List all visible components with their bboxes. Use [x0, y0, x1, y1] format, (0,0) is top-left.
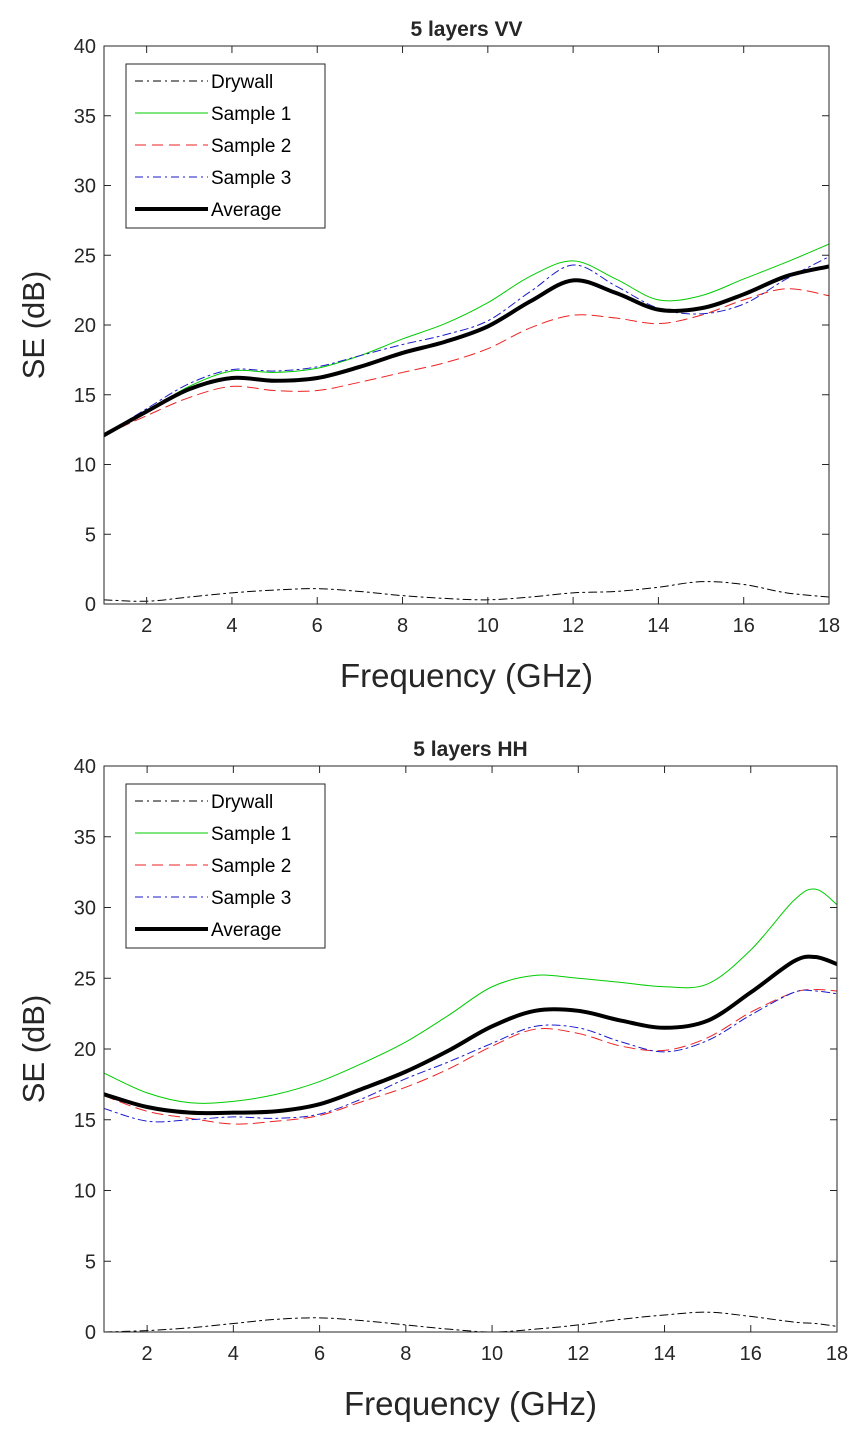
y-tick-label: 30 [74, 898, 96, 920]
chart-title: 5 layers HH [413, 738, 527, 761]
y-tick-label: 30 [74, 176, 96, 198]
series-group [104, 243, 829, 602]
y-tick-label: 35 [74, 106, 96, 128]
x-tick-label: 16 [733, 615, 755, 637]
legend-entry-label: Average [211, 920, 281, 941]
legend: Drywall Sample 1 Sample 2 Sample 3 Average [125, 63, 326, 229]
y-tick-label: 25 [74, 968, 96, 990]
series-line-average [104, 264, 829, 438]
legend-entry-label: Drywall [211, 72, 273, 93]
chart-panel-1: 5 layers VV 2 4 6 8 10 12 14 16 18 0 5 10 15 20 25 30 35 4… [16, 18, 840, 694]
x-tick-label: 2 [141, 615, 152, 637]
x-tick-label: 14 [653, 1343, 675, 1365]
y-tick-label: 0 [85, 594, 96, 616]
x-tick-label: 10 [477, 615, 499, 637]
y-tick-label: 40 [74, 36, 96, 58]
series-line-drywall [104, 581, 829, 602]
x-tick-label: 16 [740, 1343, 762, 1365]
y-tick-label: 0 [85, 1322, 96, 1344]
legend-entry-label: Sample 2 [211, 856, 291, 877]
x-tick-label: 6 [312, 615, 323, 637]
series-line-sample-2 [104, 989, 837, 1125]
y-tick-label: 20 [74, 1039, 96, 1061]
x-tick-label: 18 [818, 615, 840, 637]
series-line-drywall [104, 1311, 837, 1332]
y-tick-label: 15 [74, 385, 96, 407]
y-tick-label: 10 [74, 455, 96, 477]
x-axis-label: Frequency (GHz) [344, 1385, 597, 1422]
legend-box [125, 63, 326, 229]
y-tick-label: 5 [85, 524, 96, 546]
x-tick-label: 14 [647, 615, 669, 637]
series-line-sample-1 [104, 243, 829, 436]
y-axis-label: SE (dB) [16, 995, 51, 1104]
legend-entry-label: Sample 1 [211, 104, 291, 125]
x-tick-label: 2 [142, 1343, 153, 1365]
chart-title: 5 layers VV [410, 18, 522, 41]
legend-entry-label: Sample 1 [211, 824, 291, 845]
x-tick-label: 12 [562, 615, 584, 637]
x-tick-label: 10 [481, 1343, 503, 1365]
x-tick-label: 12 [567, 1343, 589, 1365]
x-tick-label: 6 [314, 1343, 325, 1365]
y-tick-label: 40 [74, 756, 96, 778]
legend-entry-label: Sample 3 [211, 888, 291, 909]
series-line-average [104, 954, 837, 1116]
y-tick-label: 25 [74, 245, 96, 267]
y-tick-label: 15 [74, 1110, 96, 1132]
x-tick-label: 8 [397, 615, 408, 637]
series-line-sample-1 [104, 888, 837, 1104]
y-axis-label: SE (dB) [16, 271, 51, 380]
legend-entry-label: Drywall [211, 792, 273, 813]
legend-entry-label: Sample 3 [211, 168, 291, 189]
y-tick-label: 35 [74, 827, 96, 849]
legend-box [125, 783, 326, 949]
y-tick-label: 5 [85, 1251, 96, 1273]
y-tick-label: 10 [74, 1181, 96, 1203]
series-group [104, 888, 837, 1332]
x-tick-label: 8 [400, 1343, 411, 1365]
series-line-sample-3 [104, 256, 829, 436]
chart-panel-2: 5 layers HH 2 4 6 8 10 12 14 16 18 0 5 10 15 20 25 30 35 4… [16, 738, 848, 1422]
y-tick-label: 20 [74, 315, 96, 337]
series-line-sample-3 [104, 989, 837, 1123]
legend-entry-label: Sample 2 [211, 136, 291, 157]
x-tick-label: 4 [228, 1343, 239, 1365]
legend-entry-label: Average [211, 200, 281, 221]
legend: Drywall Sample 1 Sample 2 Sample 3 Average [125, 783, 326, 949]
series-line-sample-2 [104, 288, 829, 436]
x-axis-label: Frequency (GHz) [340, 657, 593, 694]
x-tick-label: 18 [826, 1343, 848, 1365]
x-tick-label: 4 [226, 615, 237, 637]
